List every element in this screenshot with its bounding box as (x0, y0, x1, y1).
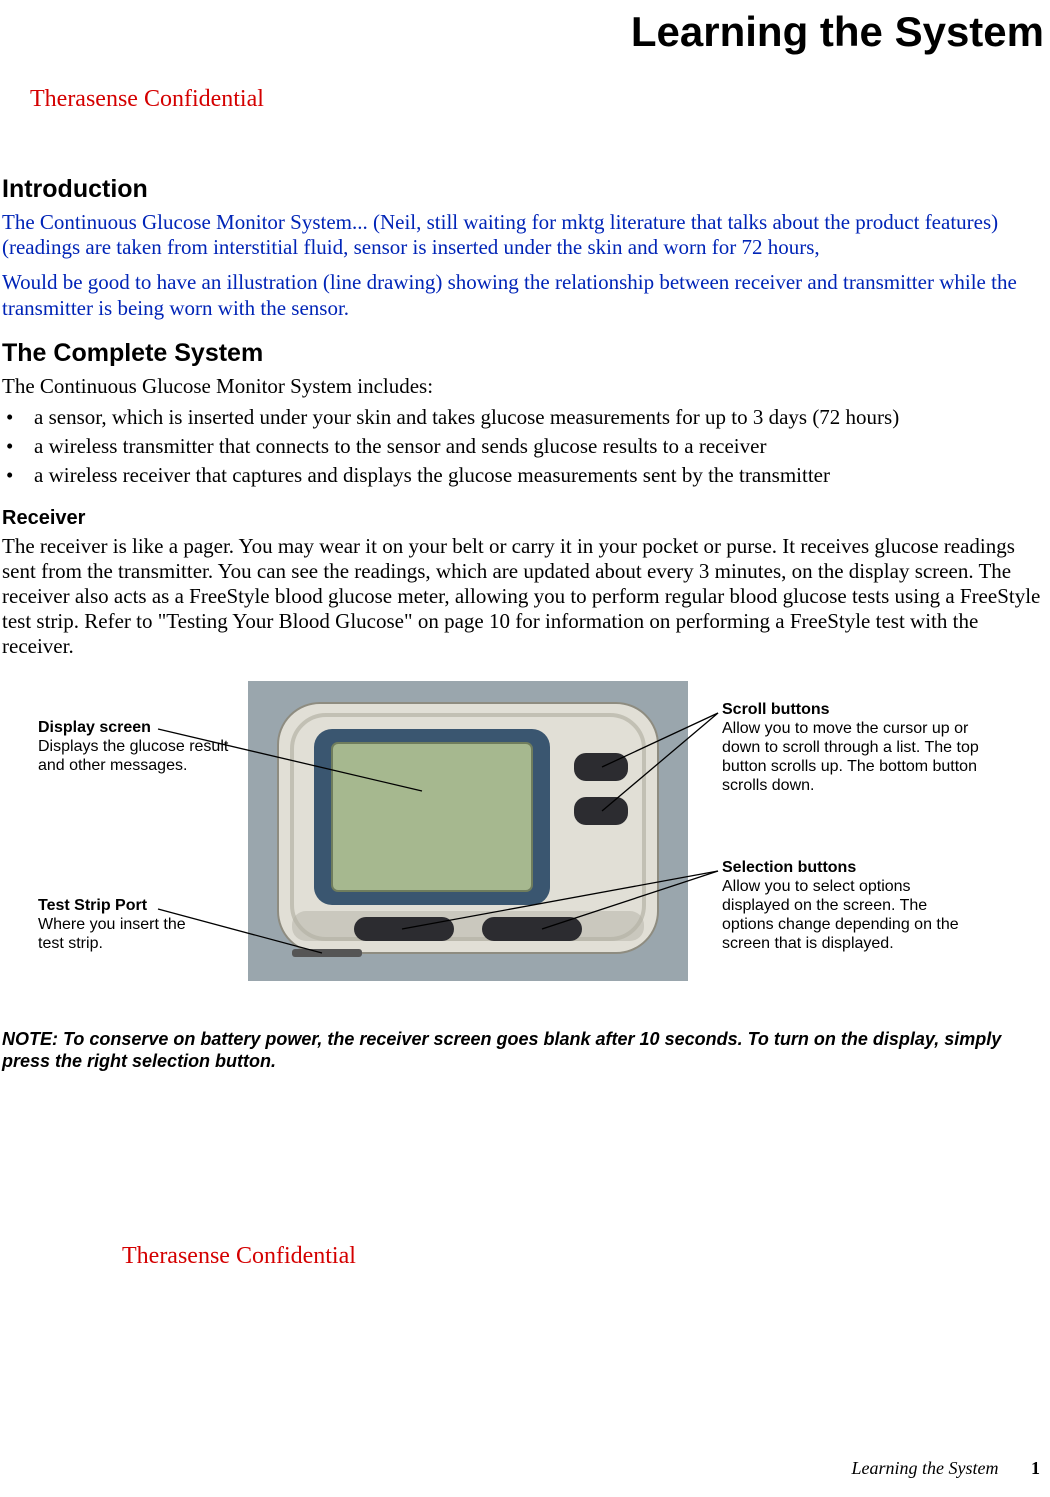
heading-introduction: Introduction (2, 175, 1048, 204)
heading-receiver: Receiver (2, 507, 1048, 530)
callout-desc: Displays the glucose result and other me… (38, 738, 228, 774)
complete-system-bullets: a sensor, which is inserted under your s… (2, 405, 1048, 489)
confidential-bottom: Therasense Confidential (122, 1243, 1048, 1270)
intro-p2: Would be good to have an illustration (l… (2, 270, 1048, 320)
footer: Learning the System 1 (852, 1458, 1040, 1479)
chapter-title: Learning the System (0, 8, 1050, 56)
callout-desc: Where you insert the test strip. (38, 916, 186, 952)
footer-title: Learning the System (852, 1458, 999, 1478)
heading-complete-system: The Complete System (2, 339, 1048, 368)
callout-desc: Allow you to move the cursor up or down … (722, 720, 979, 794)
callout-title: Display screen (38, 719, 151, 736)
callout-title: Selection buttons (722, 859, 856, 876)
bullet-item: a sensor, which is inserted under your s… (2, 405, 1048, 430)
confidential-top: Therasense Confidential (30, 86, 1050, 113)
receiver-body: The receiver is like a pager. You may we… (2, 534, 1048, 660)
intro-p1: The Continuous Glucose Monitor System...… (2, 210, 1048, 260)
callout-display-screen: Display screen Displays the glucose resu… (38, 719, 248, 776)
callout-scroll-buttons: Scroll buttons Allow you to move the cur… (722, 701, 982, 795)
bullet-item: a wireless transmitter that connects to … (2, 434, 1048, 459)
complete-system-intro: The Continuous Glucose Monitor System in… (2, 374, 1048, 399)
receiver-diagram: Display screen Displays the glucose resu… (2, 681, 1048, 1011)
callout-selection-buttons: Selection buttons Allow you to select op… (722, 859, 982, 953)
callout-desc: Allow you to select options displayed on… (722, 878, 959, 952)
bullet-item: a wireless receiver that captures and di… (2, 463, 1048, 488)
note: NOTE: To conserve on battery power, the … (2, 1029, 1048, 1072)
callout-title: Test Strip Port (38, 897, 147, 914)
callout-title: Scroll buttons (722, 701, 830, 718)
footer-page-number: 1 (1031, 1458, 1040, 1478)
callout-test-strip-port: Test Strip Port Where you insert the tes… (38, 897, 208, 954)
